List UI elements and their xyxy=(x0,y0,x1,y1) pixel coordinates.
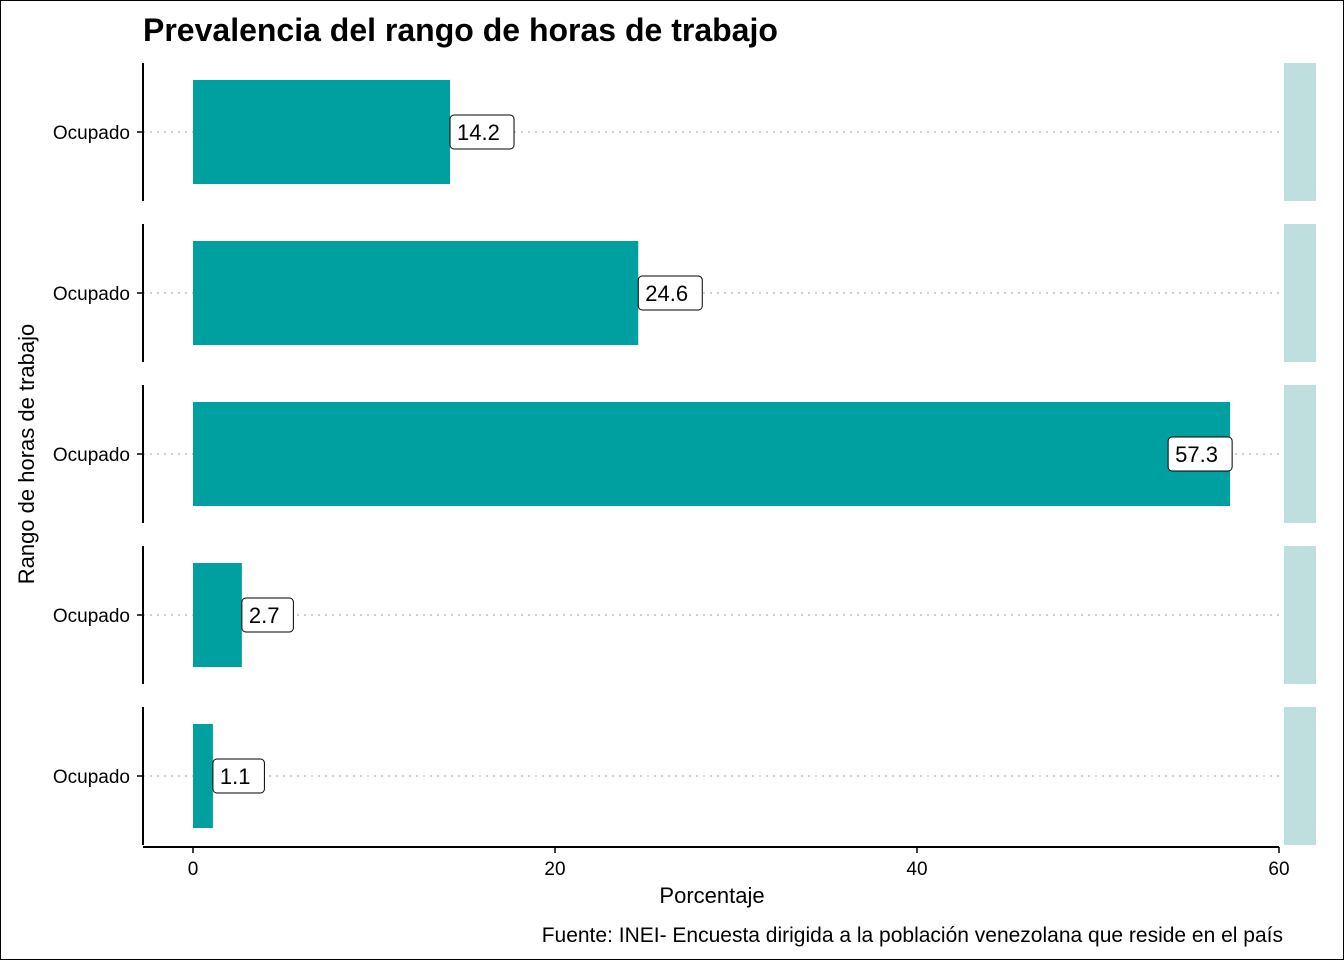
data-label-box xyxy=(212,758,265,794)
data-label-box xyxy=(1167,436,1233,472)
facet-panel: Ocupado 1.1 No trabajó xyxy=(53,707,1316,845)
data-label-box xyxy=(241,597,294,633)
x-tick-label: 40 xyxy=(906,859,927,880)
y-tick-label: Ocupado xyxy=(53,767,130,788)
facet-strip-bg xyxy=(1284,385,1316,523)
x-axis: 0 20 40 60 xyxy=(143,846,1290,880)
data-label: 1.1 xyxy=(212,758,265,794)
data-label: 14.2 xyxy=(449,114,515,150)
facet-strip: De 24 a 48 xyxy=(1284,63,1316,201)
x-tick-label: 0 xyxy=(188,859,199,880)
facet-strip-bg xyxy=(1284,707,1316,845)
data-label: 2.7 xyxy=(241,597,294,633)
y-axis-title: Rango de horas de trabajo xyxy=(14,324,39,585)
chart-title: Prevalencia del rango de horas de trabaj… xyxy=(143,12,778,48)
x-tick-label: 20 xyxy=(544,859,565,880)
facet-strip-bg xyxy=(1284,224,1316,362)
facet-strip: De 60 a más xyxy=(1284,385,1316,523)
facet-panels: Ocupado 14.2 De 24 a 48 Ocupado 24.6 De 48 a … xyxy=(53,63,1316,845)
facet-panel: Ocupado 24.6 De 48 a 60 xyxy=(53,224,1316,362)
facet-strip: De 48 a 60 xyxy=(1284,224,1316,362)
data-label-box xyxy=(449,114,515,150)
data-label: 24.6 xyxy=(637,275,703,311)
bar xyxy=(193,402,1231,506)
bar xyxy=(193,563,242,667)
data-label-text: 57.3 xyxy=(1175,442,1218,467)
bar xyxy=(193,724,213,828)
x-axis-title: Porcentaje xyxy=(659,883,764,908)
data-label-text: 1.1 xyxy=(220,764,251,789)
facet-strip: No trabajó xyxy=(1284,707,1316,845)
facet-panel: Ocupado 2.7 Menor a 24 xyxy=(53,546,1316,684)
y-tick-label: Ocupado xyxy=(53,123,130,144)
y-tick-label: Ocupado xyxy=(53,445,130,466)
facet-strip-bg xyxy=(1284,546,1316,684)
facet-strip: Menor a 24 xyxy=(1284,546,1316,684)
data-label-text: 24.6 xyxy=(645,281,688,306)
chart-caption: Fuente: INEI- Encuesta dirigida a la pob… xyxy=(542,924,1283,947)
facet-strip-bg xyxy=(1284,63,1316,201)
facet-panel: Ocupado 57.3 De 60 a más xyxy=(53,385,1316,523)
data-label-text: 14.2 xyxy=(457,120,500,145)
data-label: 57.3 xyxy=(1167,436,1233,472)
y-tick-label: Ocupado xyxy=(53,606,130,627)
bar xyxy=(193,80,451,184)
x-tick-label: 60 xyxy=(1268,859,1289,880)
data-label-text: 2.7 xyxy=(249,603,280,628)
y-tick-label: Ocupado xyxy=(53,284,130,305)
bar xyxy=(193,241,639,345)
facet-panel: Ocupado 14.2 De 24 a 48 xyxy=(53,63,1316,201)
data-label-box xyxy=(637,275,703,311)
